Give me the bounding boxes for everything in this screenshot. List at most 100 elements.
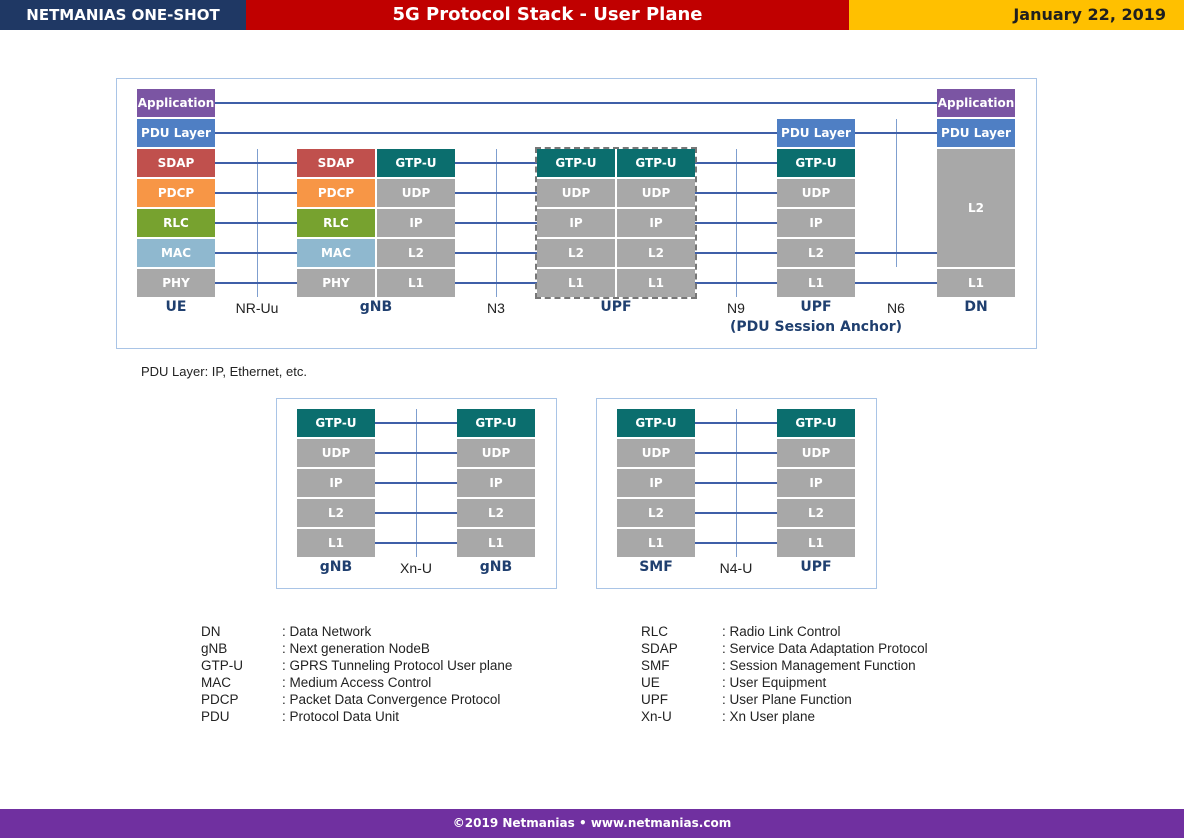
- l2-peer-line: [375, 512, 457, 514]
- upf-gtp-u-layer: GTP-U: [537, 149, 615, 177]
- n4-left-l2-layer: L2: [617, 499, 695, 527]
- glossary-definition: : User Plane Function: [722, 692, 852, 707]
- glossary-term: MAC: [201, 675, 231, 690]
- upf-label: UPF: [600, 299, 632, 315]
- xn-right-gtp-u-layer: GTP-U: [457, 409, 535, 437]
- gnb-mac-layer: MAC: [297, 239, 375, 267]
- upf-anchor-ip-layer: IP: [777, 209, 855, 237]
- phy-peer-line: [215, 282, 297, 284]
- pdu-layer-note: PDU Layer: IP, Ethernet, etc.: [141, 364, 307, 379]
- page-title: 5G Protocol Stack - User Plane: [246, 0, 849, 30]
- gnb-rlc-layer: RLC: [297, 209, 375, 237]
- xn-right-gnb-label: gNB: [479, 559, 513, 575]
- glossary-term: UE: [641, 675, 660, 690]
- glossary-term: PDU: [201, 709, 230, 724]
- n4-left-gtp-u-layer: GTP-U: [617, 409, 695, 437]
- glossary-definition: : Radio Link Control: [722, 624, 841, 639]
- upf-l2-layer: L2: [617, 239, 695, 267]
- ue-label: UE: [165, 299, 187, 315]
- upf-ip-layer: IP: [537, 209, 615, 237]
- xn-right-l2-layer: L2: [457, 499, 535, 527]
- upf-l1-layer: L1: [617, 269, 695, 297]
- gnb-label: gNB: [359, 299, 393, 315]
- glossary-definition: : Xn User plane: [722, 709, 816, 724]
- dn-label: DN: [964, 299, 988, 315]
- glossary-term: PDCP: [201, 692, 239, 707]
- ue-pdcp-layer: PDCP: [137, 179, 215, 207]
- glossary-term: RLC: [641, 624, 669, 639]
- udp-peer-line: [695, 452, 777, 454]
- n3-label: N3: [487, 300, 505, 316]
- udp-peer-line: [695, 192, 777, 194]
- publish-date: January 22, 2019: [849, 0, 1184, 30]
- glossary-definition: : Next generation NodeB: [282, 641, 430, 656]
- gtp-u-peer-line: [695, 422, 777, 424]
- ip-peer-line: [695, 482, 777, 484]
- n4-u-label: N4-U: [719, 560, 753, 576]
- upf-anchor-l1-layer: L1: [777, 269, 855, 297]
- upf-anchor-l2-layer: L2: [777, 239, 855, 267]
- n4-left-udp-layer: UDP: [617, 439, 695, 467]
- n4-left-l1-layer: L1: [617, 529, 695, 557]
- gtp-u-peer-line: [375, 422, 457, 424]
- glossary-term: Xn-U: [641, 709, 672, 724]
- upf-anchor-label: UPF: [800, 299, 832, 315]
- n4-right-l2-layer: L2: [777, 499, 855, 527]
- xn-right-udp-layer: UDP: [457, 439, 535, 467]
- dn-l2-layer: L2: [937, 149, 1015, 267]
- l2-peer-line: [455, 252, 537, 254]
- gnb-phy-layer: PHY: [297, 269, 375, 297]
- ue-pdu-layer: PDU Layer: [137, 119, 215, 147]
- dn-application-layer: Application: [937, 89, 1015, 117]
- n6-interface-line: [896, 119, 897, 267]
- nr-uu-label: NR-Uu: [235, 300, 279, 316]
- rlc-peer-line: [215, 222, 297, 224]
- ip-peer-line: [455, 222, 537, 224]
- gtp-u-peer-line: [455, 162, 537, 164]
- xn-left-gtp-u-layer: GTP-U: [297, 409, 375, 437]
- pdu-session-anchor-label: (PDU Session Anchor): [729, 319, 902, 335]
- n4-right-gtp-u-layer: GTP-U: [777, 409, 855, 437]
- glossary-term: DN: [201, 624, 221, 639]
- l2-peer-line: [695, 252, 777, 254]
- l1-peer-line: [855, 282, 937, 284]
- n4-u-stack-frame: [596, 398, 877, 589]
- gnb-gtp-u-layer: GTP-U: [377, 149, 455, 177]
- xn-left-udp-layer: UDP: [297, 439, 375, 467]
- l1-peer-line: [375, 542, 457, 544]
- ue-sdap-layer: SDAP: [137, 149, 215, 177]
- upf-dashed-border: [535, 147, 697, 299]
- copyright-footer: ©2019 Netmanias • www.netmanias.com: [0, 809, 1184, 838]
- glossary-term: gNB: [201, 641, 228, 656]
- application-peer-line: [215, 102, 937, 104]
- upf-udp-layer: UDP: [617, 179, 695, 207]
- l1-peer-line: [455, 282, 537, 284]
- l2-peer-line: [695, 512, 777, 514]
- upf-gtp-u-layer: GTP-U: [617, 149, 695, 177]
- ue-phy-layer: PHY: [137, 269, 215, 297]
- upf-udp-layer: UDP: [537, 179, 615, 207]
- xn-left-l1-layer: L1: [297, 529, 375, 557]
- ue-mac-layer: MAC: [137, 239, 215, 267]
- n9-label: N9: [727, 300, 745, 316]
- pdu-layer-peer-line: [855, 132, 937, 134]
- xn-left-ip-layer: IP: [297, 469, 375, 497]
- glossary-term: UPF: [641, 692, 668, 707]
- dn-pdu-layer: PDU Layer: [937, 119, 1015, 147]
- l2-peer-line: [855, 252, 937, 254]
- gnb-pdcp-layer: PDCP: [297, 179, 375, 207]
- main-stack-frame: [116, 78, 1037, 349]
- n4-right-l1-layer: L1: [777, 529, 855, 557]
- glossary-definition: : GPRS Tunneling Protocol User plane: [282, 658, 513, 673]
- glossary-definition: : Medium Access Control: [282, 675, 432, 690]
- ip-peer-line: [375, 482, 457, 484]
- gtp-u-peer-line: [695, 162, 777, 164]
- glossary-definition: : Packet Data Convergence Protocol: [282, 692, 501, 707]
- n4-right-udp-layer: UDP: [777, 439, 855, 467]
- n6-label: N6: [887, 300, 905, 316]
- glossary-term: GTP-U: [201, 658, 243, 673]
- gnb-sdap-layer: SDAP: [297, 149, 375, 177]
- brand-banner: NETMANIAS ONE-SHOT: [0, 0, 246, 30]
- glossary-definition: : Service Data Adaptation Protocol: [722, 641, 928, 656]
- xn-u-stack-frame: [276, 398, 557, 589]
